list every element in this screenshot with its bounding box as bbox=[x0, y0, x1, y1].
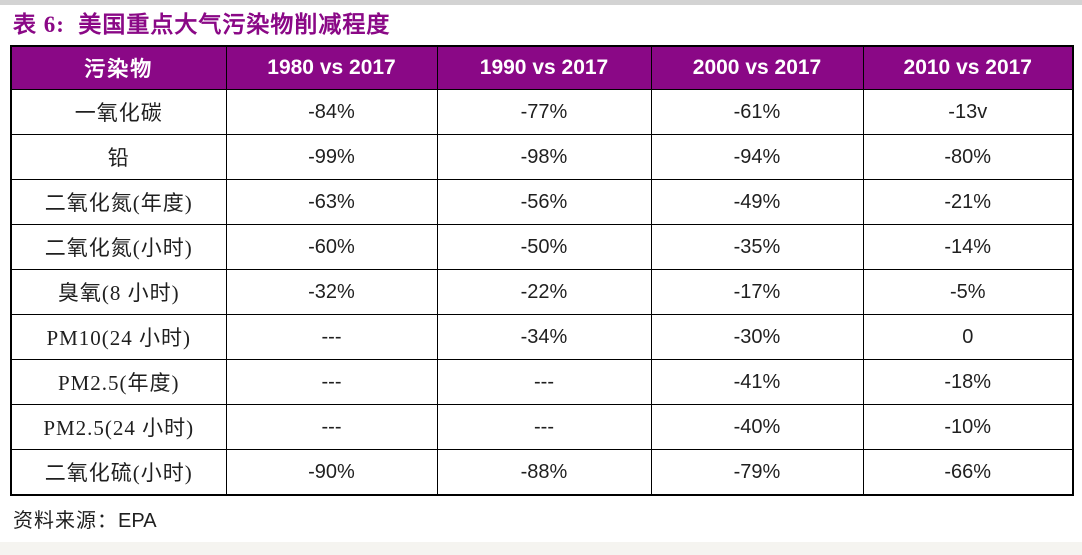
value-cell: -35% bbox=[650, 224, 864, 270]
row-label: 二氧化硫(小时) bbox=[10, 449, 227, 496]
value-cell: -41% bbox=[650, 359, 864, 405]
value-cell: -84% bbox=[225, 89, 438, 135]
table-header-row: 污染物 1980 vs 2017 1990 vs 2017 2000 vs 2017 2… bbox=[10, 45, 1074, 90]
col-header-pollutant: 污染物 bbox=[10, 45, 227, 90]
page-bottom-edge bbox=[0, 542, 1082, 555]
table-body: 一氧化碳 -84% -77% -61% -13v 铅 -99% -98% -94% -80% 二氧化… bbox=[10, 89, 1074, 496]
page-top-edge bbox=[0, 0, 1082, 5]
table-row: 二氧化氮(年度) -63% -56% -49% -21% bbox=[10, 179, 1074, 225]
value-cell: --- bbox=[225, 404, 438, 450]
value-cell: -30% bbox=[650, 314, 864, 360]
value-cell: 0 bbox=[862, 314, 1074, 360]
value-cell: -34% bbox=[436, 314, 652, 360]
value-cell: --- bbox=[436, 359, 652, 405]
value-cell: -94% bbox=[650, 134, 864, 180]
value-cell: -60% bbox=[225, 224, 438, 270]
col-header-period: 2010 vs 2017 bbox=[862, 45, 1074, 90]
value-cell: -21% bbox=[862, 179, 1074, 225]
table-row: 二氧化硫(小时) -90% -88% -79% -66% bbox=[10, 449, 1074, 496]
value-cell: -14% bbox=[862, 224, 1074, 270]
pollutant-reduction-table: 污染物 1980 vs 2017 1990 vs 2017 2000 vs 2017 2… bbox=[10, 45, 1074, 496]
value-cell: -99% bbox=[225, 134, 438, 180]
value-cell: -80% bbox=[862, 134, 1074, 180]
row-label: 二氧化氮(小时) bbox=[10, 224, 227, 270]
value-cell: -10% bbox=[862, 404, 1074, 450]
row-label: PM2.5(24 小时) bbox=[10, 404, 227, 450]
value-cell: -61% bbox=[650, 89, 864, 135]
table-row: 臭氧(8 小时) -32% -22% -17% -5% bbox=[10, 269, 1074, 315]
value-cell: -88% bbox=[436, 449, 652, 496]
value-cell: -40% bbox=[650, 404, 864, 450]
source-label: 资料来源： bbox=[13, 510, 118, 532]
row-label: PM2.5(年度) bbox=[10, 359, 227, 405]
col-header-period: 1990 vs 2017 bbox=[436, 45, 652, 90]
value-cell: --- bbox=[436, 404, 652, 450]
row-label: 二氧化氮(年度) bbox=[10, 179, 227, 225]
value-cell: -56% bbox=[436, 179, 652, 225]
value-cell: -22% bbox=[436, 269, 652, 315]
table-row: PM2.5(年度) --- --- -41% -18% bbox=[10, 359, 1074, 405]
value-cell: --- bbox=[225, 359, 438, 405]
value-cell: -32% bbox=[225, 269, 438, 315]
row-label: 铅 bbox=[10, 134, 227, 180]
col-header-period: 2000 vs 2017 bbox=[650, 45, 864, 90]
table-row: PM10(24 小时) --- -34% -30% 0 bbox=[10, 314, 1074, 360]
value-cell: -49% bbox=[650, 179, 864, 225]
row-label: PM10(24 小时) bbox=[10, 314, 227, 360]
table-row: 铅 -99% -98% -94% -80% bbox=[10, 134, 1074, 180]
value-cell: --- bbox=[225, 314, 438, 360]
row-label: 一氧化碳 bbox=[10, 89, 227, 135]
col-header-period: 1980 vs 2017 bbox=[225, 45, 438, 90]
value-cell: -90% bbox=[225, 449, 438, 496]
table-row: 二氧化氮(小时) -60% -50% -35% -14% bbox=[10, 224, 1074, 270]
table-row: PM2.5(24 小时) --- --- -40% -10% bbox=[10, 404, 1074, 450]
value-cell: -50% bbox=[436, 224, 652, 270]
value-cell: -98% bbox=[436, 134, 652, 180]
table-row: 一氧化碳 -84% -77% -61% -13v bbox=[10, 89, 1074, 135]
value-cell: -17% bbox=[650, 269, 864, 315]
row-label: 臭氧(8 小时) bbox=[10, 269, 227, 315]
source-note: 资料来源：EPA bbox=[13, 504, 1082, 533]
value-cell: -63% bbox=[225, 179, 438, 225]
value-cell: -18% bbox=[862, 359, 1074, 405]
value-cell: -77% bbox=[436, 89, 652, 135]
value-cell: -5% bbox=[862, 269, 1074, 315]
value-cell: -79% bbox=[650, 449, 864, 496]
value-cell: -13v bbox=[862, 89, 1074, 135]
value-cell: -66% bbox=[862, 449, 1074, 496]
source-value: EPA bbox=[118, 510, 157, 532]
table-title: 表 6: 美国重点大气污染物削减程度 bbox=[13, 12, 391, 37]
